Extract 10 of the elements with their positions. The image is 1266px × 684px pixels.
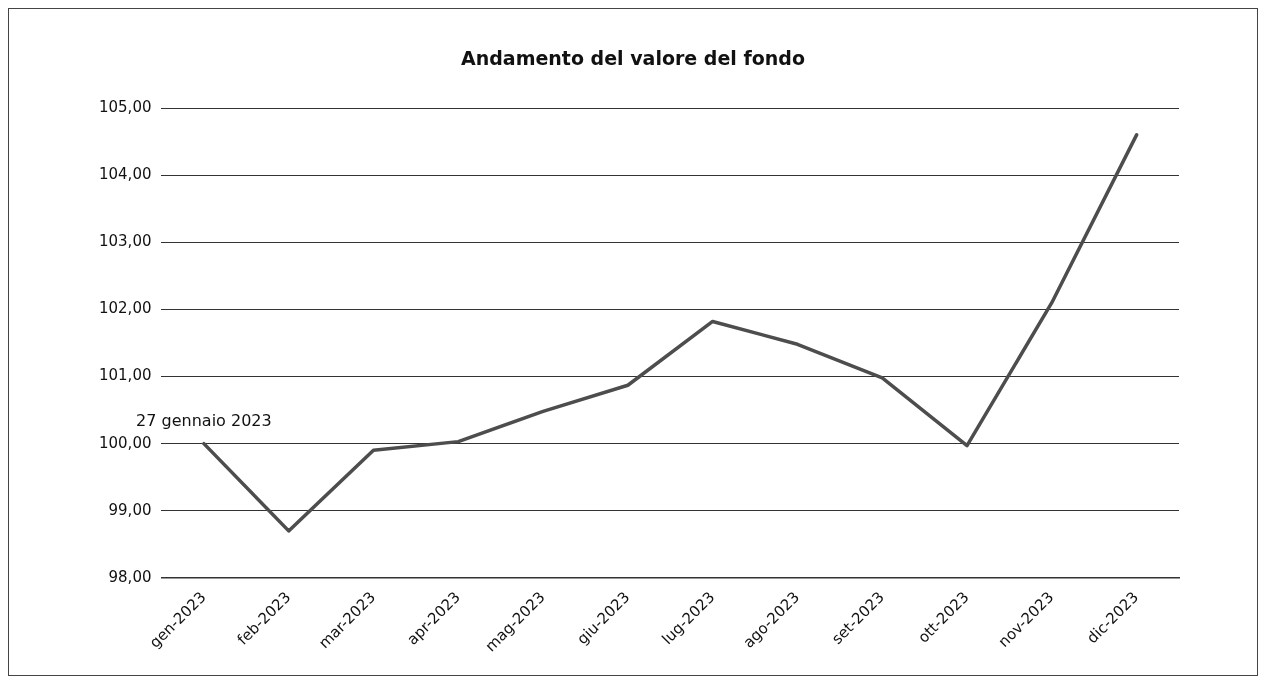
- y-tick-label: 100,00: [98, 433, 152, 452]
- y-tick-label: 102,00: [98, 299, 152, 318]
- chart-title: Andamento del valore del fondo: [460, 47, 806, 69]
- y-tick-label: 101,00: [98, 366, 152, 385]
- y-tick-label: 104,00: [98, 165, 152, 184]
- annotation: 27 gennaio 2023: [136, 410, 272, 430]
- y-tick-label: 103,00: [98, 232, 152, 251]
- y-tick-label: 105,00: [98, 97, 152, 116]
- y-tick-label: 98,00: [108, 567, 152, 586]
- y-tick-label: 99,00: [108, 500, 152, 519]
